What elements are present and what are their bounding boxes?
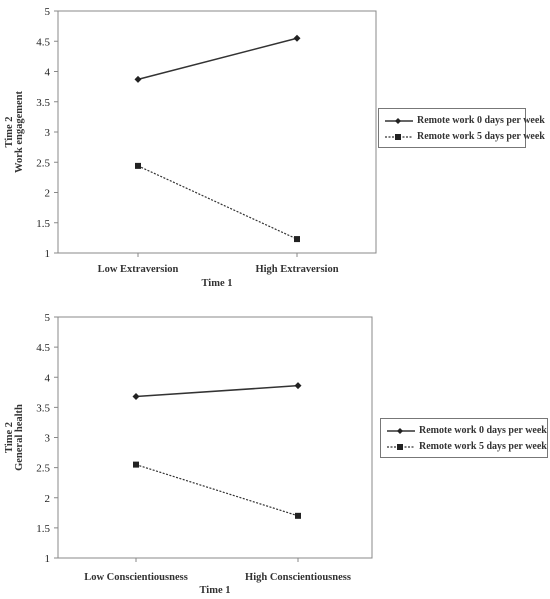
y-tick-label: 3.5 [36,402,50,414]
y-tick-label: 4 [45,67,51,79]
y-tick-label: 2 [45,188,51,200]
y-tick-label: 3.5 [36,97,50,109]
chart-general-health: 1 1.5 2 2.5 3 3.5 4 4.5 5 Low Conscientiousness Hi… [0,304,550,599]
y-axis-title-line: Time 2 [4,422,15,453]
legend-label: Remote work 5 days per week [417,131,545,142]
legend-label: Remote work 0 days per week [417,115,545,126]
y-axis-title-line: Work engagement [14,91,25,173]
y-tick-label: 2.5 [36,157,50,169]
legend-general-health: Remote work 0 days per week Remote work … [380,418,548,458]
x-category-label: High Conscientiousness [245,572,351,583]
legend-work-engagement: Remote work 0 days per week Remote work … [378,108,545,148]
data-point-square [294,236,300,243]
y-tick-label: 5 [45,6,51,18]
y-tick-label: 3 [45,433,51,445]
y-tick-label: 2 [45,493,51,505]
plot-frame [57,316,373,559]
y-tick-label: 2.5 [36,463,50,475]
data-point-square [295,512,301,519]
y-tick-label: 1 [45,248,51,260]
chart-canvas-general-health: 1 1.5 2 2.5 3 3.5 4 4.5 5 Low Conscientiousness Hi… [4,312,373,596]
legend-label: Remote work 0 days per week [419,425,547,436]
chart-canvas-work-engagement: 1 1.5 2 2.5 3 3.5 4 4.5 5 Low Extraversion High Ex… [4,6,377,289]
x-axis-title: Time 1 [199,585,230,596]
y-tick-label: 4 [45,372,51,384]
series-line-0 [135,384,299,398]
data-point-diamond [293,34,301,42]
series-line-1 [135,464,299,517]
data-point-diamond [294,382,302,390]
y-axis-title: Time 2 General health [4,404,25,471]
x-category-label: Low Conscientiousness [84,572,188,583]
data-point-square [135,162,141,169]
y-axis-title: Time 2 Work engagement [4,91,25,173]
plot-frame [57,10,377,254]
data-point-square [133,461,139,468]
x-category-label: Low Extraversion [98,264,179,275]
series-line-1 [137,165,298,240]
y-tick-label: 3 [45,127,51,139]
y-axis-title-line: Time 2 [4,116,15,147]
legend-label: Remote work 5 days per week [419,441,547,452]
x-axis-title: Time 1 [201,278,232,289]
y-tick-label: 1.5 [36,218,50,230]
y-tick-label: 1 [45,553,51,565]
y-tick-label: 4.5 [36,342,50,354]
y-tick-label: 1.5 [36,523,50,535]
data-point-diamond [134,75,142,83]
y-axis-title-line: General health [14,404,25,471]
data-point-diamond [132,393,140,401]
y-tick-label: 4.5 [36,36,50,48]
chart-work-engagement: 1 1.5 2 2.5 3 3.5 4 4.5 5 Low Extraversion High Ex… [0,0,550,295]
series-line-0 [137,37,298,81]
x-category-label: High Extraversion [255,264,338,275]
y-tick-label: 5 [45,312,51,324]
